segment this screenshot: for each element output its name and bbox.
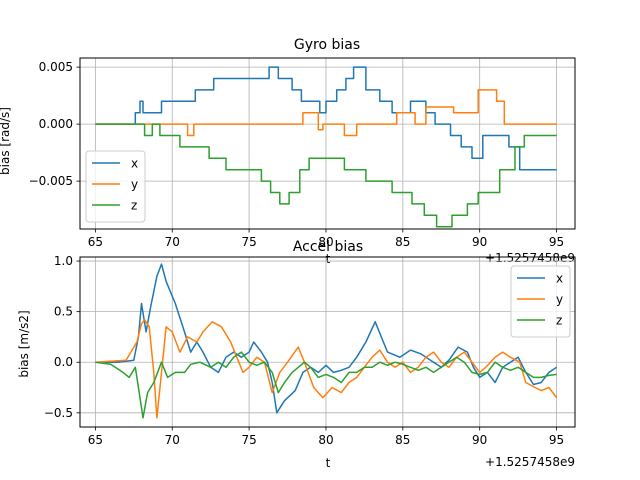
accel-series-group xyxy=(95,263,558,419)
gyro-bias-ylabel: bias [rad/s] xyxy=(0,107,12,175)
x-tick-label: 70 xyxy=(165,235,180,249)
accel-legend-label-y: y xyxy=(556,293,563,307)
x-tick-label: 95 xyxy=(549,235,564,249)
gyro-xticks: 65 70 75 80 85 90 95 xyxy=(88,229,564,249)
y-tick-label: 0.0 xyxy=(54,355,73,369)
gyro-legend: xyz xyxy=(85,150,146,223)
gyro-bias-offset-text: +1.5257458e9 xyxy=(485,251,575,265)
y-tick-label: 0.5 xyxy=(54,305,73,319)
gyro-series-group xyxy=(95,66,557,228)
x-tick-label: 65 xyxy=(88,433,103,447)
accel-legend-label-z: z xyxy=(556,314,562,328)
accel-bias-title: Accel bias xyxy=(293,239,363,255)
accel-grid xyxy=(80,257,575,427)
accel-bias-ylabel: bias [m/s2] xyxy=(17,310,31,377)
gyro-yticks: −0.005 0.000 0.005 xyxy=(29,60,80,188)
accel-yticks: −0.5 0.0 0.5 1.0 xyxy=(44,254,80,420)
gyro-series-z-line xyxy=(95,123,557,228)
accel-series-y-line xyxy=(95,318,558,419)
accel-bias-axes: Accel bias bias [m/s2] t +1.5257458e9 65… xyxy=(17,239,576,470)
y-tick-label: 0.005 xyxy=(39,60,73,74)
gyro-legend-label-z: z xyxy=(131,199,137,213)
gyro-axes-frame xyxy=(79,57,576,230)
y-tick-label: 0.000 xyxy=(39,117,73,131)
x-tick-label: 95 xyxy=(549,433,564,447)
x-tick-label: 90 xyxy=(472,235,487,249)
x-tick-label: 85 xyxy=(395,433,410,447)
x-tick-label: 75 xyxy=(241,433,256,447)
x-tick-label: 80 xyxy=(318,235,333,249)
accel-bias-offset-text: +1.5257458e9 xyxy=(485,455,575,469)
accel-series-x-line xyxy=(95,263,558,414)
gyro-legend-label-y: y xyxy=(131,178,138,192)
x-tick-label: 75 xyxy=(241,235,256,249)
gyro-bias-axes: Gyro bias bias [rad/s] t +1.5257458e9 65… xyxy=(0,37,576,266)
accel-legend: xyz xyxy=(510,265,571,338)
x-tick-label: 65 xyxy=(88,235,103,249)
accel-series-z-line xyxy=(95,351,557,419)
accel-xticks: 65 70 75 80 85 90 95 xyxy=(88,427,564,447)
accel-bias-xlabel: t xyxy=(326,456,331,470)
x-tick-label: 70 xyxy=(165,433,180,447)
x-tick-label: 80 xyxy=(318,433,333,447)
gyro-bias-xlabel: t xyxy=(326,252,331,266)
y-tick-label: 1.0 xyxy=(54,254,73,268)
gyro-series-x-line xyxy=(95,66,557,171)
gyro-bias-title: Gyro bias xyxy=(294,37,360,53)
accel-axes-frame xyxy=(79,256,576,428)
y-tick-label: −0.5 xyxy=(44,406,73,420)
x-tick-label: 85 xyxy=(395,235,410,249)
gyro-series-y-line xyxy=(95,89,557,137)
y-tick-label: −0.005 xyxy=(29,174,73,188)
accel-legend-label-x: x xyxy=(556,272,563,286)
x-tick-label: 90 xyxy=(472,433,487,447)
gyro-legend-label-x: x xyxy=(131,157,138,171)
